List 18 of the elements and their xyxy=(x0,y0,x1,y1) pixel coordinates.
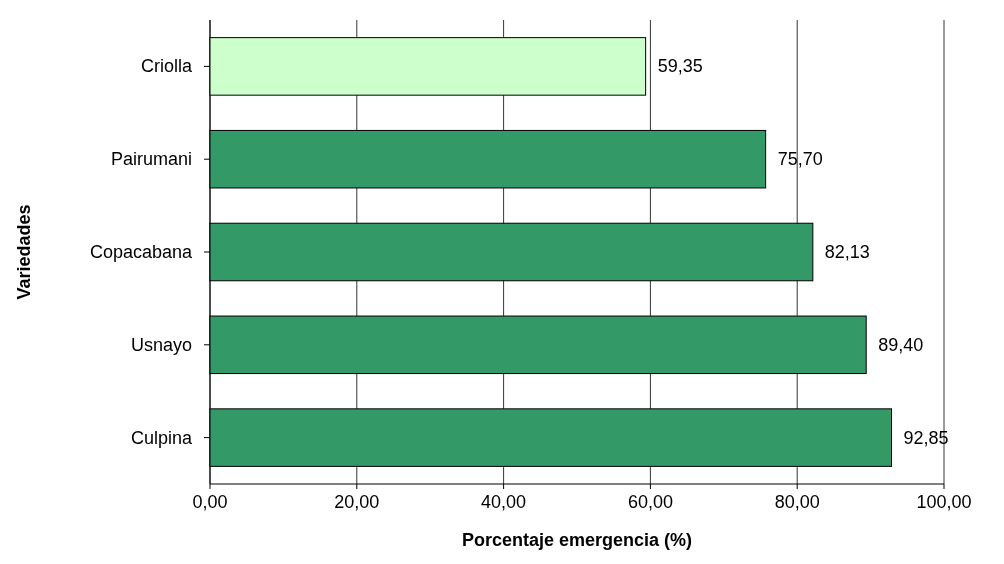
x-tick-label: 60,00 xyxy=(627,492,673,512)
data-label: 92,85 xyxy=(903,427,949,448)
data-label: 89,40 xyxy=(878,334,924,355)
data-label: 75,70 xyxy=(777,149,823,170)
y-tick-label: Criolla xyxy=(140,56,193,77)
data-label: 59,35 xyxy=(657,56,703,77)
y-tick-label: Pairumani xyxy=(110,149,192,170)
x-tick-label: 100,00 xyxy=(916,492,972,512)
y-tick-label: Usnayo xyxy=(130,334,192,355)
y-tick-label: Copacabana xyxy=(89,242,193,262)
x-axis-title: Porcentaje emergencia (%) xyxy=(461,530,693,550)
data-label: 82,13 xyxy=(824,242,870,262)
x-tick-label: 0,00 xyxy=(192,492,228,512)
x-tick-label: 20,00 xyxy=(334,492,380,512)
y-tick-label: Culpina xyxy=(130,427,193,448)
y-axis-title: Variedades xyxy=(14,204,34,300)
x-tick-label: 40,00 xyxy=(481,492,527,512)
x-tick-label: 80,00 xyxy=(774,492,820,512)
